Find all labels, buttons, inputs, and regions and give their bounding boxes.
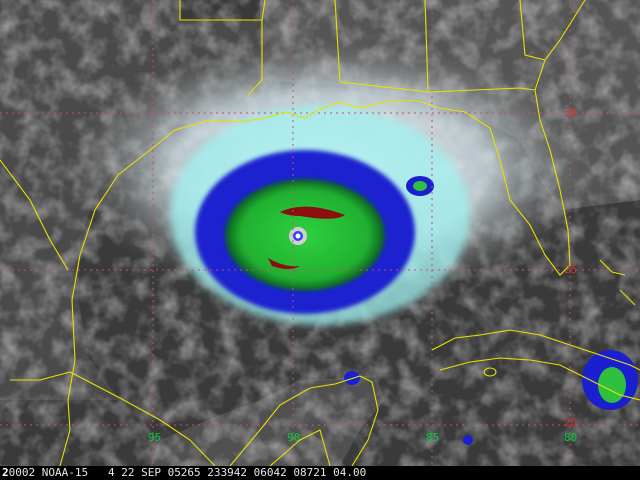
storm-red-band-south [268, 258, 300, 269]
longitude-label: 80 [564, 431, 578, 444]
latitude-label: 25 [564, 263, 578, 276]
info-bar-text: 0002 NOAA-15 4 22 SEP 05265 233942 06042… [8, 466, 367, 479]
lat-lon-grid [0, 0, 640, 466]
longitude-label: 85 [426, 431, 440, 444]
longitude-label: 95 [148, 431, 162, 444]
convection-cell [413, 181, 427, 191]
latitude-label: 20 [564, 416, 578, 429]
longitude-label: 90 [287, 431, 301, 444]
storm-eye-center [295, 233, 301, 239]
storm-red-band-north [280, 206, 345, 219]
convection-cell [463, 435, 473, 445]
info-bar-prefix: 2 [2, 466, 9, 479]
image-info-bar: 20002 NOAA-15 4 22 SEP 05265 233942 0604… [0, 466, 640, 480]
latitude-label: 30 [564, 106, 578, 119]
coastlines [0, 0, 640, 467]
convection-cell [598, 367, 626, 403]
